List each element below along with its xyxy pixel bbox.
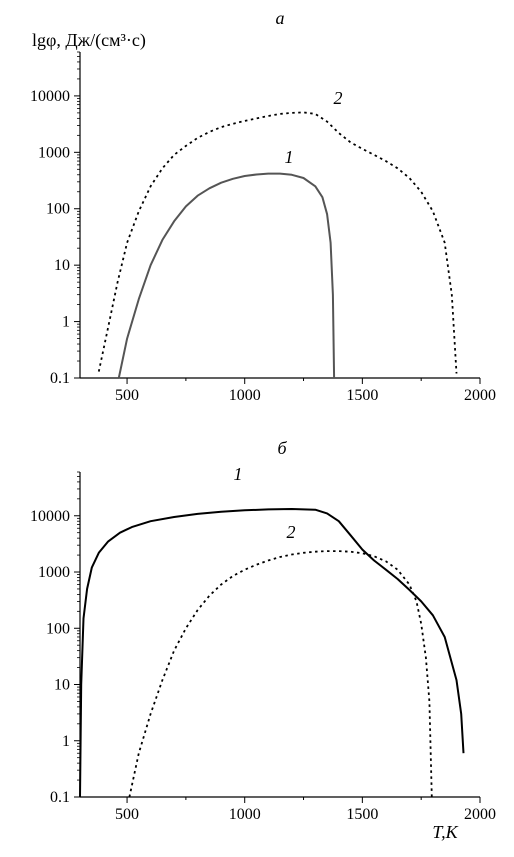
panel-b-x-tick-label-1: 1000 <box>229 806 261 823</box>
panel-a-series-1-label: 1 <box>285 147 294 167</box>
panel-b-y-tick-label-0: 0.1 <box>50 789 70 806</box>
chart-panel-a: а lgφ, Дж/(см³·с) 500 1000 1500 2000 0.1 1 10 1… <box>30 8 496 404</box>
panel-a-ticks: 500 1000 1500 2000 0.1 1 10 100 1000 10000 <box>30 51 496 404</box>
panel-b-x-axis-label: T,K <box>432 822 458 842</box>
panel-b-series-1-label: 1 <box>234 464 243 484</box>
panel-b-series-2-line <box>128 550 433 798</box>
panel-b-y-tick-label-2: 10 <box>54 677 70 694</box>
panel-b-series-2-label: 2 <box>287 522 296 542</box>
panel-a-series-1-line <box>117 172 336 379</box>
panel-a-series-2-line <box>97 111 458 374</box>
panel-a-y-tick-label-5: 10000 <box>30 88 70 105</box>
panel-b-y-tick-label-5: 10000 <box>30 508 70 525</box>
panel-a-y-tick-label-0: 0.1 <box>50 370 70 387</box>
panel-b-y-tick-label-4: 1000 <box>38 564 70 581</box>
panel-a-x-tick-label-0: 500 <box>115 387 139 404</box>
panel-a-y-axis-label: lgφ, Дж/(см³·с) <box>32 30 146 51</box>
panel-a-x-tick-label-1: 1000 <box>229 387 261 404</box>
panel-a-label: а <box>276 8 285 28</box>
panel-b-series <box>79 508 465 798</box>
panel-a-y-tick-label-4: 1000 <box>38 144 70 161</box>
panel-b-ticks: 500 1000 1500 2000 0.1 1 10 100 1000 10000 <box>30 471 496 823</box>
panel-b-x-tick-label-0: 500 <box>115 806 139 823</box>
panel-b-x-tick-label-2: 1500 <box>346 806 378 823</box>
panel-a-x-tick-label-3: 2000 <box>464 387 496 404</box>
panel-b-y-tick-label-1: 1 <box>62 733 70 750</box>
panel-a-y-tick-label-2: 10 <box>54 257 70 274</box>
panel-b-label: б <box>277 438 287 458</box>
panel-a-y-tick-label-3: 100 <box>46 201 70 218</box>
panel-a-series <box>97 111 458 379</box>
panel-a-series-2-label: 2 <box>334 88 343 108</box>
panel-b-x-tick-label-3: 2000 <box>464 806 496 823</box>
panel-b-y-tick-label-3: 100 <box>46 620 70 637</box>
panel-b-series-1-line <box>79 508 465 798</box>
panel-a-x-tick-label-2: 1500 <box>346 387 378 404</box>
panel-a-y-tick-label-1: 1 <box>62 314 70 331</box>
